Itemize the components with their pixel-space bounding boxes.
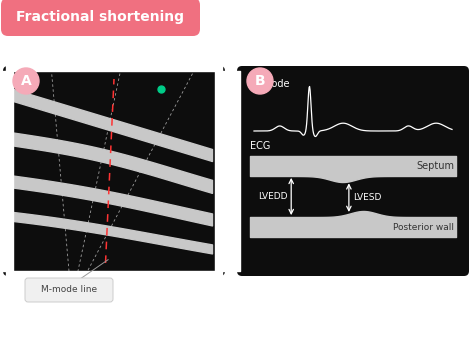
Text: ECG: ECG: [250, 141, 270, 151]
FancyBboxPatch shape: [3, 66, 225, 276]
Text: Septum: Septum: [416, 161, 454, 171]
Text: Fractional shortening: Fractional shortening: [17, 10, 184, 24]
Text: 2D: 2D: [16, 79, 30, 89]
Circle shape: [247, 68, 273, 94]
Text: A: A: [21, 74, 31, 88]
Text: B: B: [255, 74, 265, 88]
FancyBboxPatch shape: [237, 66, 469, 276]
Circle shape: [13, 68, 39, 94]
Text: LVEDD: LVEDD: [258, 192, 287, 201]
FancyBboxPatch shape: [25, 278, 113, 302]
Text: M-mode: M-mode: [250, 79, 290, 89]
Text: LVESD: LVESD: [353, 193, 381, 202]
Text: Posterior wall: Posterior wall: [393, 223, 454, 232]
FancyBboxPatch shape: [1, 0, 200, 36]
Text: M-mode line: M-mode line: [41, 285, 97, 294]
